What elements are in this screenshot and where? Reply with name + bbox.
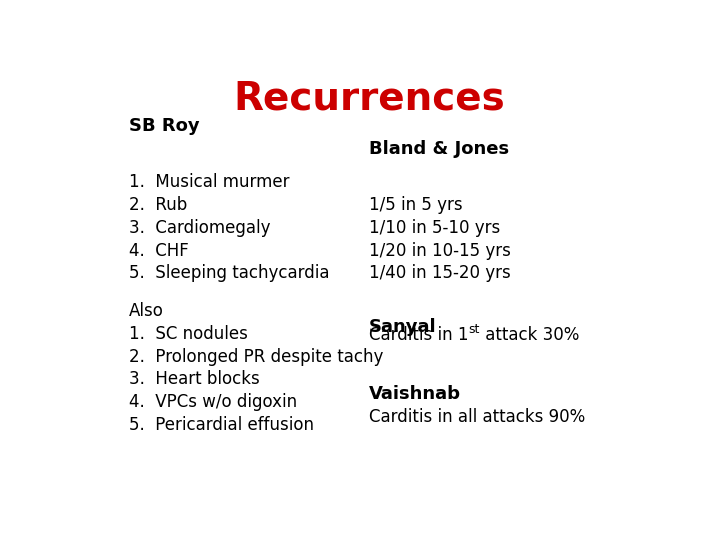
- Text: 1/20 in 10-15 yrs: 1/20 in 10-15 yrs: [369, 241, 511, 260]
- Text: st: st: [469, 322, 480, 335]
- Text: 4.  VPCs w/o digoxin: 4. VPCs w/o digoxin: [129, 393, 297, 411]
- Text: Sanyal: Sanyal: [369, 319, 436, 336]
- Text: Vaishnab: Vaishnab: [369, 385, 461, 403]
- Text: 3.  Heart blocks: 3. Heart blocks: [129, 370, 260, 388]
- Text: 5.  Sleeping tachycardia: 5. Sleeping tachycardia: [129, 265, 330, 282]
- Text: 3.  Cardiomegaly: 3. Cardiomegaly: [129, 219, 271, 237]
- Text: 1.  SC nodules: 1. SC nodules: [129, 325, 248, 343]
- Text: SB Roy: SB Roy: [129, 117, 199, 135]
- Text: Carditis in 1: Carditis in 1: [369, 326, 469, 344]
- Text: Bland & Jones: Bland & Jones: [369, 140, 509, 158]
- Text: Carditis in all attacks 90%: Carditis in all attacks 90%: [369, 408, 585, 426]
- Text: 2.  Prolonged PR despite tachy: 2. Prolonged PR despite tachy: [129, 348, 384, 366]
- Text: 1/5 in 5 yrs: 1/5 in 5 yrs: [369, 196, 463, 214]
- Text: 1/40 in 15-20 yrs: 1/40 in 15-20 yrs: [369, 265, 510, 282]
- Text: 5.  Pericardial effusion: 5. Pericardial effusion: [129, 416, 314, 434]
- Text: 1/10 in 5-10 yrs: 1/10 in 5-10 yrs: [369, 219, 500, 237]
- Text: 2.  Rub: 2. Rub: [129, 196, 187, 214]
- Text: 1.  Musical murmer: 1. Musical murmer: [129, 173, 289, 191]
- Text: Recurrences: Recurrences: [233, 79, 505, 117]
- Text: 4.  CHF: 4. CHF: [129, 241, 189, 260]
- Text: attack 30%: attack 30%: [480, 326, 580, 344]
- Text: Also: Also: [129, 302, 164, 320]
